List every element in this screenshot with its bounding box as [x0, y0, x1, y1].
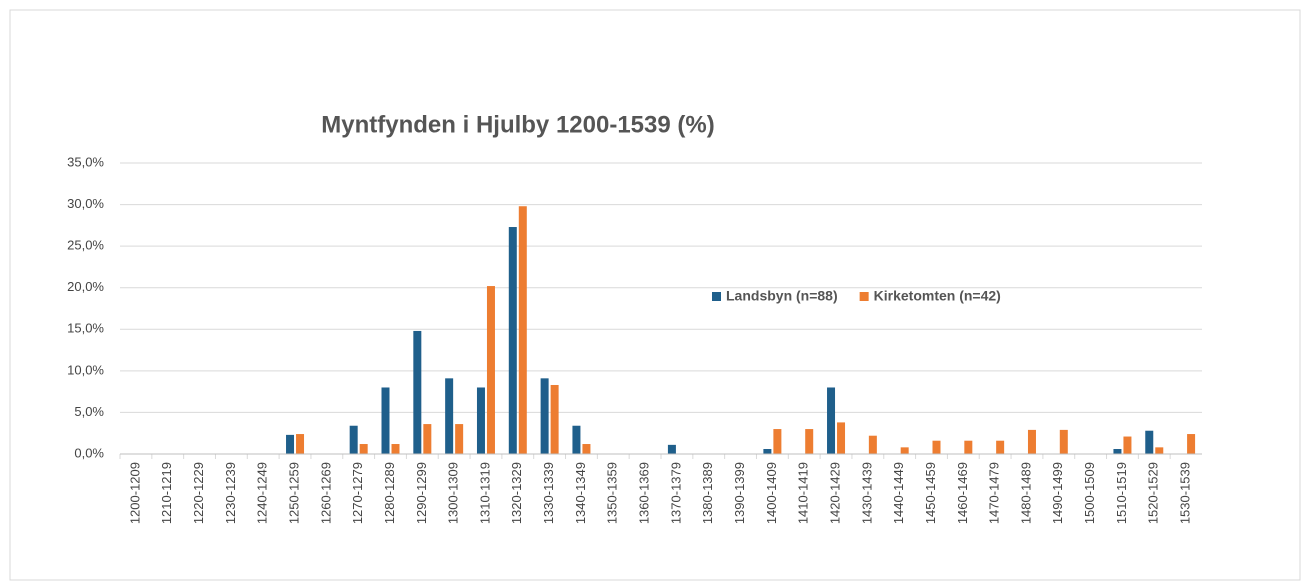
x-tick-label: 1320-1329	[509, 462, 524, 524]
bar	[1027, 429, 1036, 454]
x-tick-label: 1260-1269	[318, 462, 333, 524]
bar	[827, 387, 836, 454]
x-tick-label: 1280-1289	[382, 462, 397, 524]
bar	[381, 387, 390, 454]
bar	[900, 447, 909, 454]
bar	[518, 206, 527, 454]
x-tick-label: 1220-1229	[191, 462, 206, 524]
bar	[550, 384, 559, 454]
x-tick-label: 1270-1279	[350, 462, 365, 524]
bar	[413, 330, 422, 454]
x-tick-label: 1420-1429	[827, 462, 842, 524]
x-tick-label: 1470-1479	[987, 462, 1002, 524]
x-tick-label: 1390-1399	[732, 462, 747, 524]
x-tick-label: 1490-1499	[1050, 462, 1065, 524]
bar	[1123, 436, 1132, 454]
bar	[1113, 449, 1122, 454]
x-tick-label: 1530-1539	[1178, 462, 1193, 524]
bar	[773, 429, 782, 454]
bar	[932, 440, 941, 454]
chart-frame	[9, 9, 1301, 581]
bar	[476, 387, 485, 454]
x-tick-label: 1340-1349	[573, 462, 588, 524]
bar	[508, 227, 517, 454]
legend-label: Kirketomten (n=42)	[874, 288, 1001, 304]
x-tick-label: 1300-1309	[446, 462, 461, 524]
y-tick-label: 25,0%	[67, 238, 104, 253]
x-tick-label: 1410-1419	[796, 462, 811, 524]
bar	[996, 440, 1005, 454]
chart-title: Myntfynden i Hjulby 1200-1539 (%)	[321, 111, 714, 138]
x-tick-label: 1360-1369	[637, 462, 652, 524]
legend-label: Landsbyn (n=88)	[726, 288, 838, 304]
x-tick-label: 1440-1449	[891, 462, 906, 524]
bar	[1059, 429, 1068, 454]
x-tick-label: 1210-1219	[159, 462, 174, 524]
bar	[837, 422, 846, 454]
bar	[964, 440, 973, 454]
bar	[455, 424, 464, 454]
bar	[349, 425, 358, 454]
bar	[391, 444, 400, 454]
y-tick-label: 5,0%	[74, 404, 104, 419]
x-tick-label: 1460-1469	[955, 462, 970, 524]
bar	[445, 378, 454, 454]
y-tick-label: 10,0%	[67, 362, 104, 377]
y-tick-label: 20,0%	[67, 279, 104, 294]
bar	[805, 429, 814, 454]
bar	[868, 435, 877, 454]
bar	[763, 449, 772, 454]
x-tick-label: 1500-1509	[1082, 462, 1097, 524]
x-tick-label: 1430-1439	[859, 462, 874, 524]
bar	[423, 424, 432, 454]
x-tick-label: 1290-1299	[414, 462, 429, 524]
x-tick-label: 1400-1409	[764, 462, 779, 524]
x-tick-label: 1250-1259	[286, 462, 301, 524]
bar	[486, 286, 495, 454]
y-tick-label: 30,0%	[67, 196, 104, 211]
y-tick-label: 35,0%	[67, 154, 104, 169]
x-tick-label: 1480-1489	[1018, 462, 1033, 524]
y-tick-label: 15,0%	[67, 321, 104, 336]
x-tick-label: 1310-1319	[477, 462, 492, 524]
bar	[1187, 434, 1196, 454]
x-tick-label: 1370-1379	[668, 462, 683, 524]
x-tick-label: 1520-1529	[1146, 462, 1161, 524]
x-tick-label: 1200-1209	[127, 462, 142, 524]
x-tick-label: 1350-1359	[605, 462, 620, 524]
x-tick-label: 1450-1459	[923, 462, 938, 524]
legend-swatch	[859, 292, 869, 301]
bar	[667, 444, 676, 454]
bar	[359, 444, 368, 454]
x-tick-label: 1510-1519	[1114, 462, 1129, 524]
y-tick-label: 0,0%	[74, 445, 104, 460]
bar	[572, 425, 581, 454]
x-tick-label: 1330-1339	[541, 462, 556, 524]
x-tick-label: 1230-1239	[223, 462, 238, 524]
x-tick-label: 1240-1249	[255, 462, 270, 524]
bar	[1145, 430, 1154, 454]
x-tick-label: 1380-1389	[700, 462, 715, 524]
bar	[286, 434, 295, 454]
legend-swatch	[712, 292, 721, 301]
bar	[582, 444, 591, 454]
bar	[540, 378, 549, 454]
bar	[1155, 447, 1164, 454]
bar	[296, 434, 305, 454]
